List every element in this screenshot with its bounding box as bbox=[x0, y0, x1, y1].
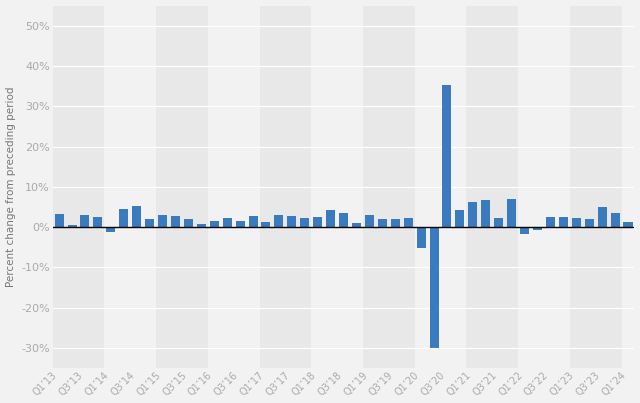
Bar bbox=[468, 202, 477, 227]
Bar bbox=[467, 6, 518, 368]
Bar bbox=[546, 217, 555, 227]
Bar bbox=[223, 218, 232, 227]
Bar bbox=[326, 210, 335, 227]
Bar bbox=[481, 200, 490, 227]
Bar bbox=[520, 227, 529, 234]
Bar bbox=[171, 216, 180, 227]
Bar bbox=[378, 219, 387, 227]
Bar bbox=[623, 222, 632, 227]
Bar bbox=[621, 6, 634, 368]
Bar bbox=[404, 218, 413, 227]
Bar bbox=[67, 225, 77, 227]
Bar bbox=[287, 216, 296, 227]
Bar bbox=[507, 199, 516, 227]
Bar bbox=[196, 224, 206, 227]
Bar bbox=[262, 222, 271, 227]
Bar bbox=[365, 215, 374, 227]
Bar bbox=[106, 227, 115, 232]
Bar bbox=[145, 219, 154, 227]
Bar bbox=[248, 216, 257, 227]
Bar bbox=[570, 6, 621, 368]
Y-axis label: Percent change from preceding period: Percent change from preceding period bbox=[6, 87, 15, 287]
Bar bbox=[311, 6, 363, 368]
Bar bbox=[313, 217, 322, 227]
Bar bbox=[275, 215, 284, 227]
Bar bbox=[572, 218, 580, 227]
Bar bbox=[132, 206, 141, 227]
Bar bbox=[184, 219, 193, 227]
Bar bbox=[442, 85, 451, 227]
Bar bbox=[158, 216, 167, 227]
Bar bbox=[208, 6, 259, 368]
Bar bbox=[415, 6, 467, 368]
Bar bbox=[119, 209, 128, 227]
Bar bbox=[210, 221, 219, 227]
Bar bbox=[52, 6, 104, 368]
Bar bbox=[598, 208, 607, 227]
Bar bbox=[559, 217, 568, 227]
Bar bbox=[156, 6, 208, 368]
Bar bbox=[518, 6, 570, 368]
Bar bbox=[391, 219, 400, 227]
Bar bbox=[533, 227, 542, 230]
Bar bbox=[339, 214, 348, 227]
Bar bbox=[494, 218, 503, 227]
Bar bbox=[352, 223, 361, 227]
Bar bbox=[363, 6, 415, 368]
Bar bbox=[585, 219, 594, 227]
Bar bbox=[417, 227, 426, 248]
Bar bbox=[429, 227, 438, 348]
Bar bbox=[259, 6, 311, 368]
Bar bbox=[456, 210, 465, 227]
Bar bbox=[54, 214, 63, 227]
Bar bbox=[300, 218, 309, 227]
Bar bbox=[236, 221, 244, 227]
Bar bbox=[104, 6, 156, 368]
Bar bbox=[93, 217, 102, 227]
Bar bbox=[611, 214, 620, 227]
Bar bbox=[81, 215, 90, 227]
